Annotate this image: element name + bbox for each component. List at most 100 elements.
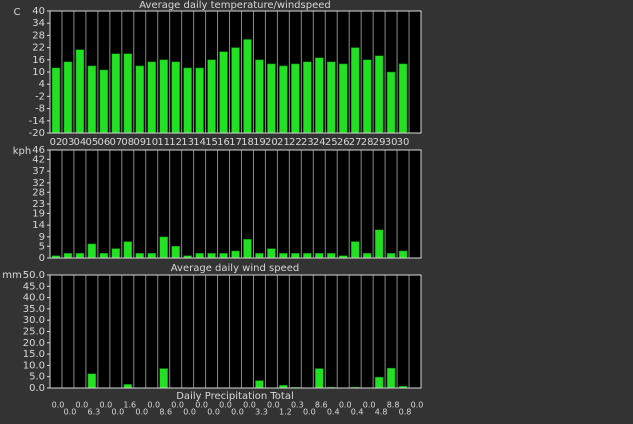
value-label: 0.0 [195,401,208,410]
bar [99,253,109,259]
bar [75,49,85,134]
y-tick-label: 37 [32,166,45,177]
value-label: 1.2 [279,408,292,417]
bar [231,250,240,259]
x-tick-label: 28 [361,137,374,148]
bar [327,253,336,259]
bar [171,246,180,259]
bar [147,61,156,134]
value-label: 0.0 [111,408,124,417]
bar [63,61,73,134]
bar [87,65,97,134]
y-tick-label: 0 [39,253,45,264]
value-label: 0.0 [339,401,352,410]
y-tick-label: 42 [32,154,45,165]
bar [111,248,121,259]
y-tick-label: 9 [39,232,45,243]
bar [255,59,264,134]
y-tick-label: 40 [32,6,45,17]
x-tick-label: 24 [313,137,326,148]
bar [255,253,264,259]
bar [135,253,144,259]
bar [386,253,396,259]
value-label: 0.4 [351,408,364,417]
y-tick-label: -2 [35,91,45,102]
x-tick-label: 12 [169,137,182,148]
y-tick-label: 14 [32,220,45,231]
bar [279,253,288,259]
bar [219,253,228,259]
x-tick-label: 22 [289,137,302,148]
bar [123,53,133,134]
x-tick-label: 23 [301,137,314,148]
y-tick-label: -8 [35,104,45,115]
x-tick-label: 02 [50,137,63,148]
x-tick-label: 20 [265,137,278,148]
y-tick-label: 23 [32,199,45,210]
bar [183,67,192,134]
x-tick-label: 30 [385,137,398,148]
value-label: 0.0 [64,408,77,417]
bar [398,250,408,259]
plot-frame [49,10,422,134]
y-tick-label: 19 [32,208,45,219]
value-label: 0.0 [52,401,65,410]
bar [147,253,156,259]
value-label: 8.8 [387,401,400,410]
x-tick-label: 06 [97,137,110,148]
y-tick-label: -20 [29,128,45,139]
bar [398,63,408,134]
x-tick-label: 13 [181,137,194,148]
x-tick-label: 25 [325,137,338,148]
value-label: 0.8 [399,408,412,417]
y-axis-label: kph [13,146,31,157]
bar [374,376,384,389]
x-tick-label: 03 [62,137,75,148]
y-tick-label: 25.0 [23,327,45,338]
y-tick-label: 16 [32,55,45,66]
bar [338,63,348,134]
x-tick-label: 08 [121,137,134,148]
x-tick-label: 17 [229,137,242,148]
y-axis-label: mm [2,270,21,281]
x-tick-label: 18 [241,137,254,148]
bar [159,368,168,389]
value-label: 4.8 [375,408,388,417]
bar [135,65,144,134]
bar [195,253,204,259]
chart-title: Daily Precipitation Total [176,391,294,402]
bar [123,241,133,259]
value-label: 0.0 [411,401,424,410]
value-label: 0.4 [327,408,340,417]
x-tick-label: 26 [337,137,350,148]
value-label: 0.0 [183,408,196,417]
value-label: 0.0 [363,401,376,410]
value-label: 6.3 [88,408,101,417]
value-label: 1.6 [123,401,136,410]
y-tick-label: 32 [32,178,45,189]
value-label: 8.6 [159,408,172,417]
bar [374,55,384,134]
value-label: 0.0 [231,408,244,417]
y-tick-label: -14 [29,116,45,127]
bar [207,59,216,134]
x-tick-label: 07 [109,137,122,148]
bar [362,59,372,134]
y-tick-label: 15.0 [23,349,45,360]
x-tick-label: 21 [277,137,290,148]
value-label: 0.0 [243,401,256,410]
bar [315,368,324,389]
y-tick-label: 40.0 [23,293,45,304]
x-tick-label: 10 [145,137,158,148]
bar [63,253,73,259]
bar [231,47,240,134]
bar [374,229,384,259]
y-tick-label: 28 [32,187,45,198]
value-label: 0.0 [76,401,89,410]
bar [255,380,264,389]
y-tick-label: 4 [39,79,45,90]
plot-area [50,150,421,258]
bar [111,53,121,134]
